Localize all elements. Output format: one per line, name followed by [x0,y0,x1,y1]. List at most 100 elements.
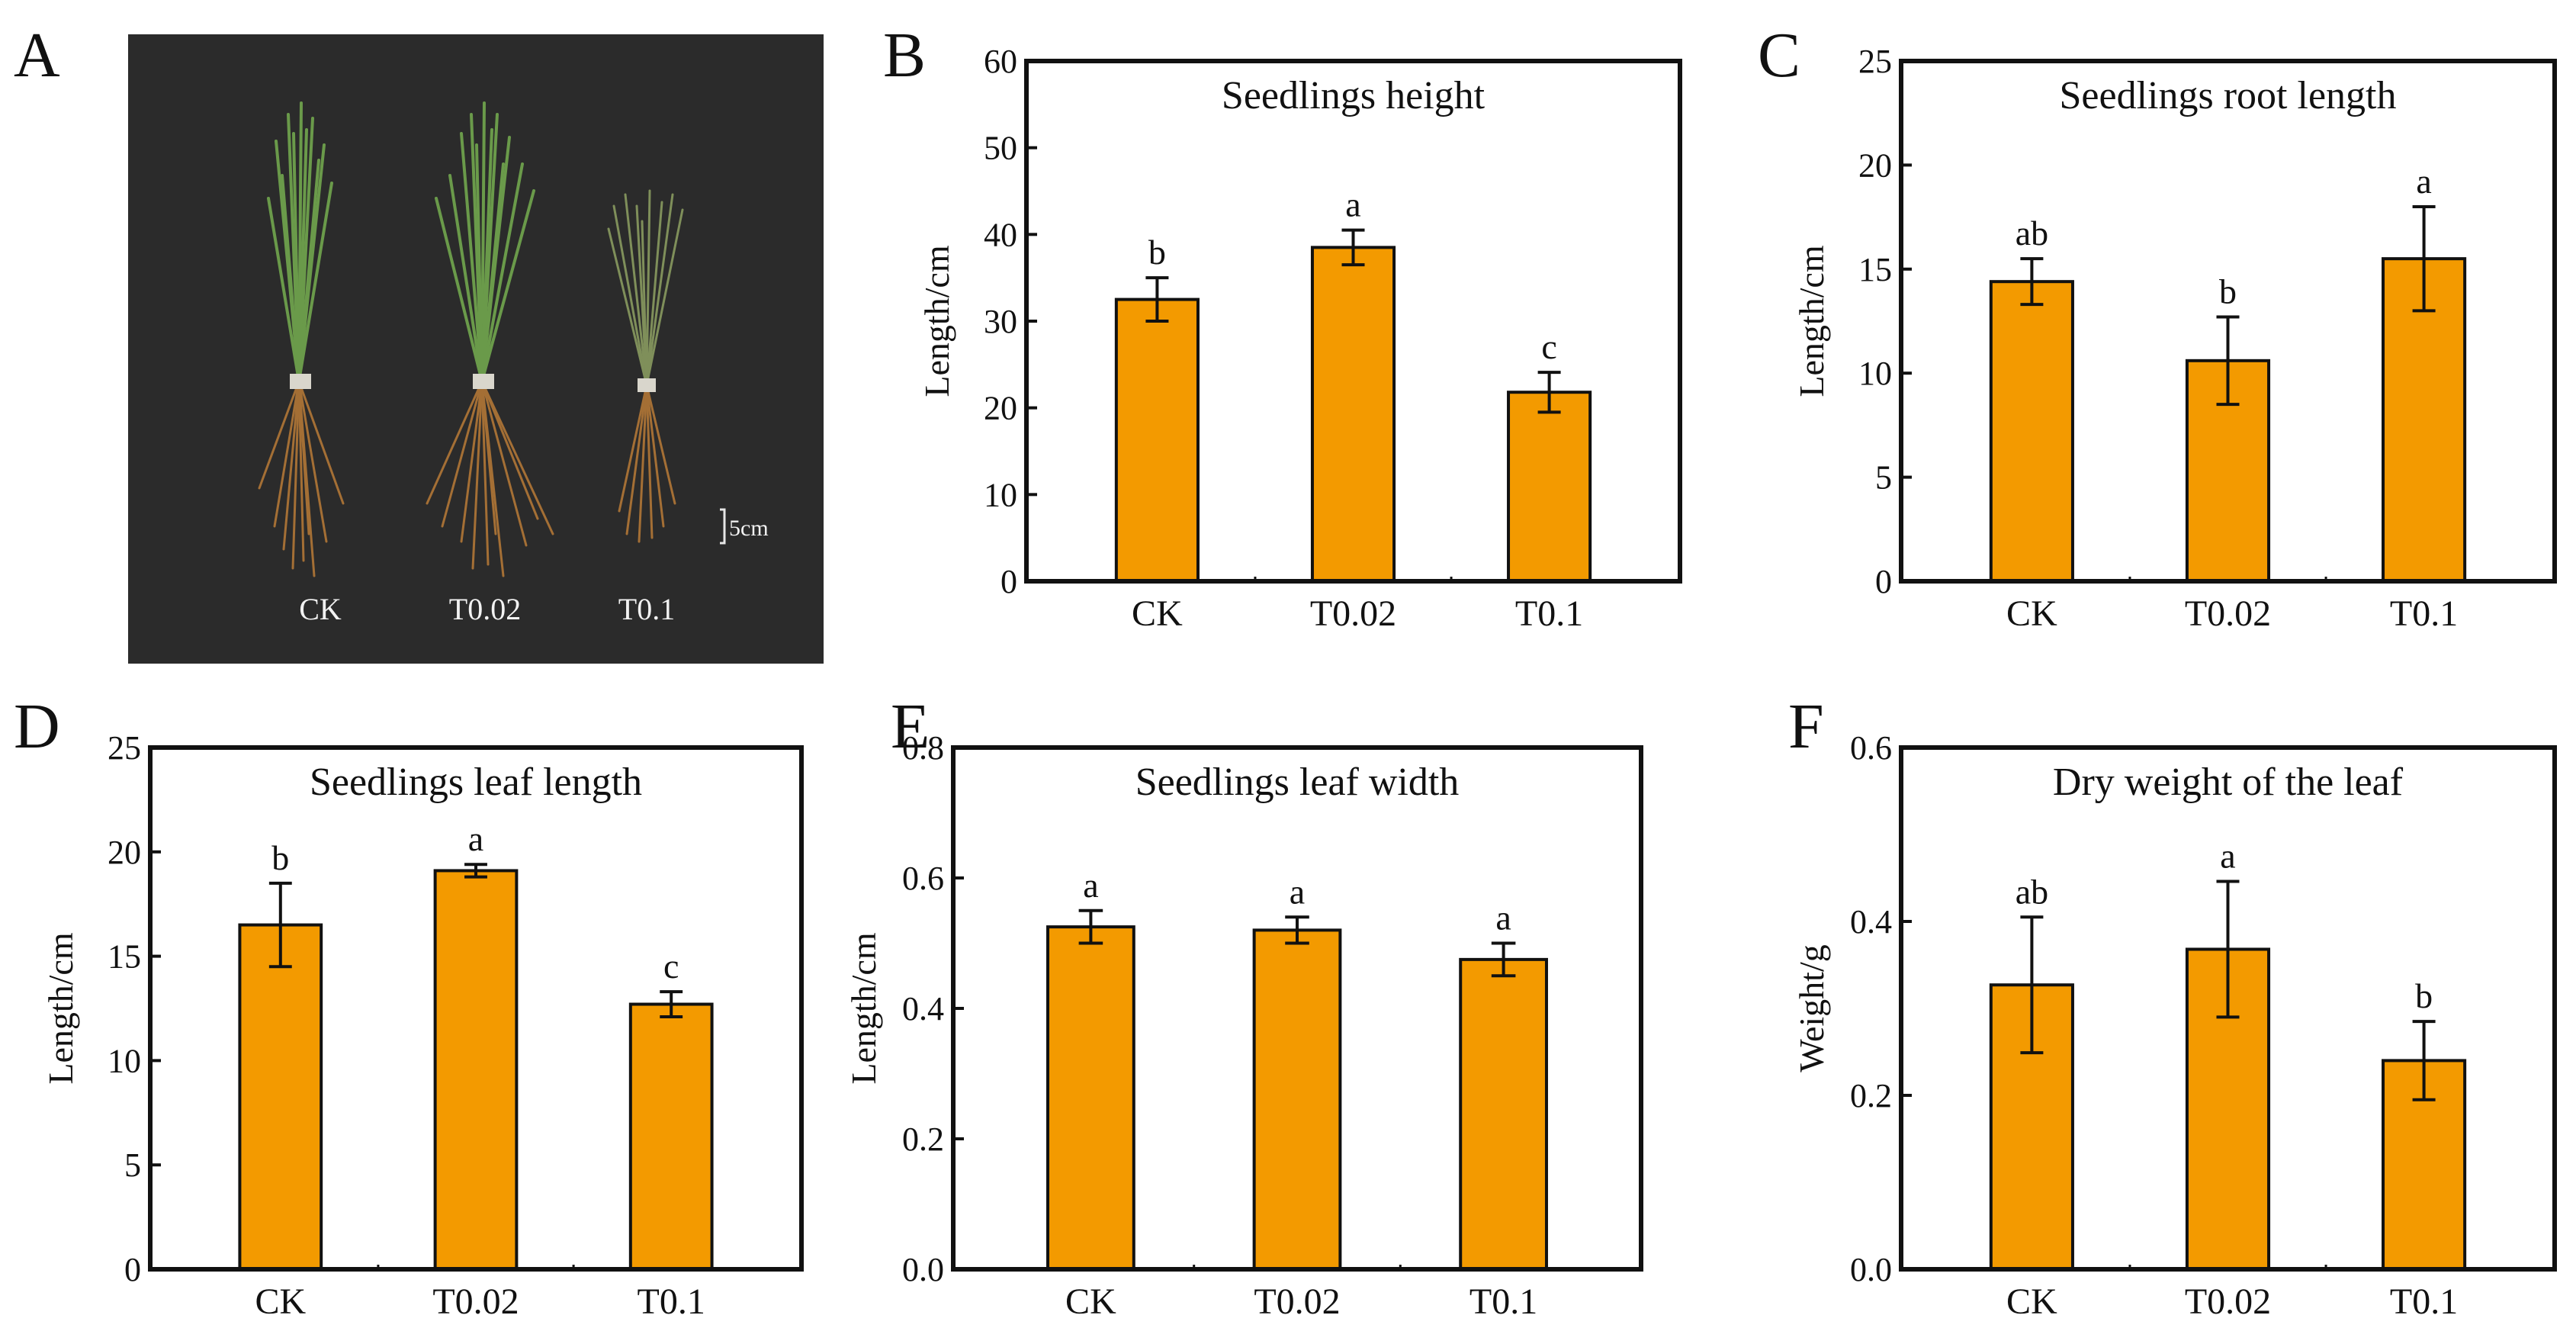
error-bar-d-1 [268,881,292,969]
y-axis-label-b: Length/cm [917,245,956,397]
sig-letter-c-3: a [2416,162,2431,201]
error-bar-b-1 [1145,276,1169,323]
ytick-label-c-4: 15 [1858,251,1892,288]
error-bar-f-3 [2412,1020,2436,1101]
ytick-label-d-6: 25 [108,729,141,767]
bar-b-3 [1507,391,1592,583]
category-label-d-1: CK [255,1281,306,1322]
error-bar-e-3 [1491,941,1516,978]
category-label-b-3: T0.1 [1515,593,1583,634]
ytick-label-c-5: 20 [1858,146,1892,184]
chart-title-b: Seedlings height [1222,74,1486,117]
seedling-photo: 5cm CK T0.02 T0.1 [128,34,824,664]
plot-frame-f [1899,745,2557,1272]
photo-label-ck: CK [299,592,342,626]
ytick-label-d-1: 0 [124,1251,141,1288]
category-label-f-1: CK [2006,1281,2057,1322]
error-bar-c-2 [2216,315,2240,407]
ytick-label-f-2: 0.2 [1850,1077,1892,1114]
category-label-e-3: T0.1 [1469,1281,1537,1322]
category-label-d-3: T0.1 [638,1281,705,1322]
ytick-label-d-4: 15 [108,938,141,976]
bar-b-2 [1310,246,1396,583]
sig-letter-b-2: a [1345,185,1360,224]
category-label-c-2: T0.02 [2185,593,2271,634]
error-bar-d-3 [660,990,683,1018]
ytick-label-c-6: 25 [1858,43,1892,80]
category-label-f-3: T0.1 [2390,1281,2458,1322]
scale-label: 5cm [729,516,769,541]
t002-stem-base [473,374,494,389]
sig-letter-d-3: c [663,947,679,986]
sig-letter-c-1: ab [2016,214,2048,252]
sig-letter-c-2: b [2219,272,2237,311]
sig-letter-b-3: c [1541,327,1556,366]
sig-letter-f-3: b [2415,976,2433,1015]
error-bar-d-2 [464,863,487,879]
photo-label-t01: T0.1 [618,592,675,626]
ytick-label-b-5: 40 [984,216,1017,253]
panel-letter-f: F [1788,691,1824,762]
plot-frame-e [951,745,1643,1272]
ytick-label-d-3: 10 [108,1042,141,1079]
ytick-label-c-3: 10 [1858,355,1892,392]
ytick-label-e-2: 0.2 [902,1121,944,1158]
sig-letter-f-2: a [2220,837,2235,876]
chart-c: ab CK b T0.02 a T0.1 0 5 10 15 20 25 Seedlings root … [1792,43,2557,634]
chart-title-d: Seedlings leaf length [310,760,642,804]
chart-f: ab CK a T0.02 b T0.1 0.0 0.2 0.4 0.6 Dry weight of… [1792,729,2557,1322]
error-bar-b-2 [1341,228,1365,267]
y-axis-label-e: Length/cm [844,932,883,1084]
ytick-label-b-1: 0 [1001,563,1017,600]
error-bar-e-1 [1078,908,1103,945]
seedling-t002 [426,101,554,577]
bar-d-1 [238,923,323,1272]
error-bar-c-3 [2412,204,2436,313]
chart-b: b CK a T0.02 c T0.1 0 10 20 30 40 50 60 Seedlings hei… [917,43,1682,634]
category-label-c-1: CK [2006,593,2057,634]
sig-letter-e-2: a [1290,872,1305,911]
y-axis-label-c: Length/cm [1792,245,1831,397]
ytick-label-e-3: 0.4 [902,990,944,1027]
ytick-label-b-7: 60 [984,43,1017,80]
plot-frame-b [1024,59,1682,584]
chart-title-f: Dry weight of the leaf [2053,760,2404,804]
seedling-ck [258,101,345,577]
sig-letter-e-1: a [1083,866,1098,905]
ytick-label-e-1: 0.0 [902,1251,944,1288]
category-label-e-1: CK [1065,1281,1116,1322]
category-label-b-2: T0.02 [1310,593,1396,634]
plot-frame-d [148,745,804,1272]
error-bar-f-1 [2020,915,2044,1055]
ytick-label-b-2: 10 [984,476,1017,513]
panel-letter-c: C [1758,20,1800,91]
category-label-c-3: T0.1 [2390,593,2458,634]
t01-stem-base [638,378,656,392]
ytick-label-c-2: 5 [1875,459,1892,497]
ytick-label-d-2: 5 [124,1146,141,1184]
bar-c-3 [2382,257,2467,583]
panel-letter-b: B [883,20,926,91]
ytick-label-f-3: 0.4 [1850,903,1892,941]
ytick-label-e-4: 0.6 [902,860,944,897]
sig-letter-f-1: ab [2016,872,2048,911]
bar-e-3 [1459,957,1548,1271]
ytick-label-f-4: 0.6 [1850,729,1892,767]
category-label-d-2: T0.02 [432,1281,519,1322]
y-axis-label-d: Length/cm [41,932,80,1084]
panel-letter-e: E [891,691,930,762]
chart-e: a CK a T0.02 a T0.1 0.0 0.2 0.4 0.6 0.8 Seedlings l… [844,729,1643,1322]
scale-bar [720,508,726,545]
seedling-t01 [607,189,684,543]
ck-stem-base [290,374,311,389]
category-label-f-2: T0.02 [2185,1281,2271,1322]
bar-e-2 [1252,928,1342,1272]
ytick-label-c-1: 0 [1875,563,1892,600]
photo-label-t002: T0.02 [449,592,521,626]
chart-title-c: Seedlings root length [2060,74,2397,117]
error-bar-c-1 [2020,257,2044,307]
ytick-label-f-1: 0.0 [1850,1251,1892,1288]
error-bar-e-2 [1285,915,1309,945]
